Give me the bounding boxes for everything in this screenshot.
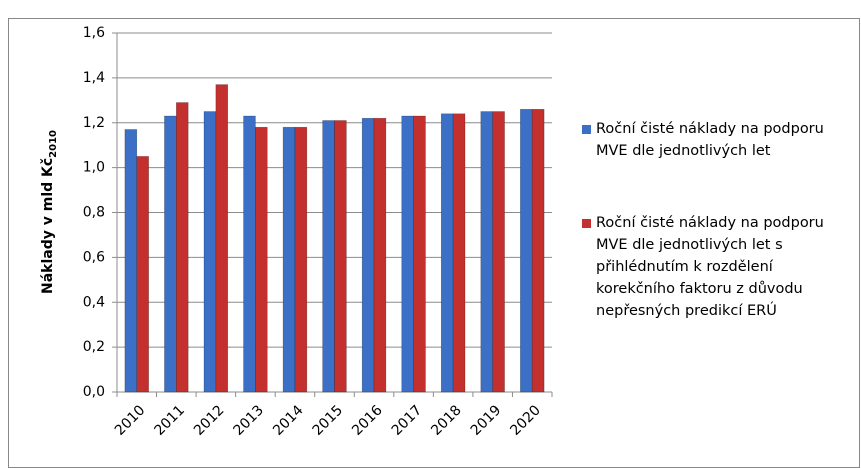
x-tick-label: 2019 <box>468 402 505 439</box>
legend-label: Roční čisté náklady na podporu MVE dle j… <box>596 215 824 319</box>
bar <box>282 126 296 393</box>
bar <box>243 115 256 393</box>
bar <box>124 129 138 393</box>
bar <box>452 113 466 393</box>
bar <box>520 108 533 393</box>
y-axis-label-main: Náklady v mld Kč <box>40 158 56 294</box>
legend-entry: Roční čisté náklady na podporu MVE dle j… <box>582 212 842 322</box>
y-tick-label: 1,0 <box>83 160 105 176</box>
y-tick-label: 0,0 <box>83 384 105 400</box>
legend-label: Roční čisté náklady na podporu MVE dle j… <box>596 121 824 159</box>
bar <box>492 111 505 393</box>
x-tick-label: 2018 <box>428 402 465 439</box>
bar <box>215 84 229 393</box>
y-axis-label-sub: 2010 <box>48 130 59 158</box>
bar <box>413 115 426 393</box>
y-tick-label: 0,2 <box>83 339 105 355</box>
legend: Roční čisté náklady na podporu MVE dle j… <box>582 118 842 372</box>
y-tick-label: 0,8 <box>83 205 105 221</box>
bar <box>373 117 387 393</box>
bar <box>136 156 149 393</box>
bar <box>176 102 189 393</box>
y-tick-label: 1,4 <box>83 70 105 86</box>
bar <box>164 115 177 393</box>
x-tick-label: 2014 <box>270 402 307 439</box>
x-tick-label: 2010 <box>112 402 149 439</box>
y-tick-label: 1,6 <box>83 25 105 41</box>
x-tick-label: 2020 <box>507 402 544 439</box>
bar <box>322 120 335 393</box>
bar <box>480 111 493 393</box>
bar <box>203 111 217 393</box>
bar <box>531 108 545 393</box>
bar <box>294 126 308 393</box>
x-tick-label: 2016 <box>349 402 386 439</box>
bar <box>401 115 414 393</box>
bar <box>361 117 375 393</box>
y-tick-label: 1,2 <box>83 115 105 131</box>
bar <box>440 113 454 393</box>
legend-key <box>582 219 591 228</box>
bar <box>334 120 347 393</box>
y-tick-label: 0,4 <box>83 294 105 310</box>
x-tick-label: 2012 <box>191 402 228 439</box>
x-tick-label: 2011 <box>151 402 188 439</box>
legend-entry: Roční čisté náklady na podporu MVE dle j… <box>582 118 842 162</box>
bar <box>255 126 268 393</box>
y-axis-label: Náklady v mld Kč2010 <box>40 130 59 294</box>
legend-key <box>582 125 591 134</box>
x-tick-label: 2013 <box>231 402 268 439</box>
y-tick-label: 0,6 <box>83 249 105 265</box>
x-tick-label: 2017 <box>389 402 426 439</box>
x-tick-label: 2015 <box>310 402 347 439</box>
